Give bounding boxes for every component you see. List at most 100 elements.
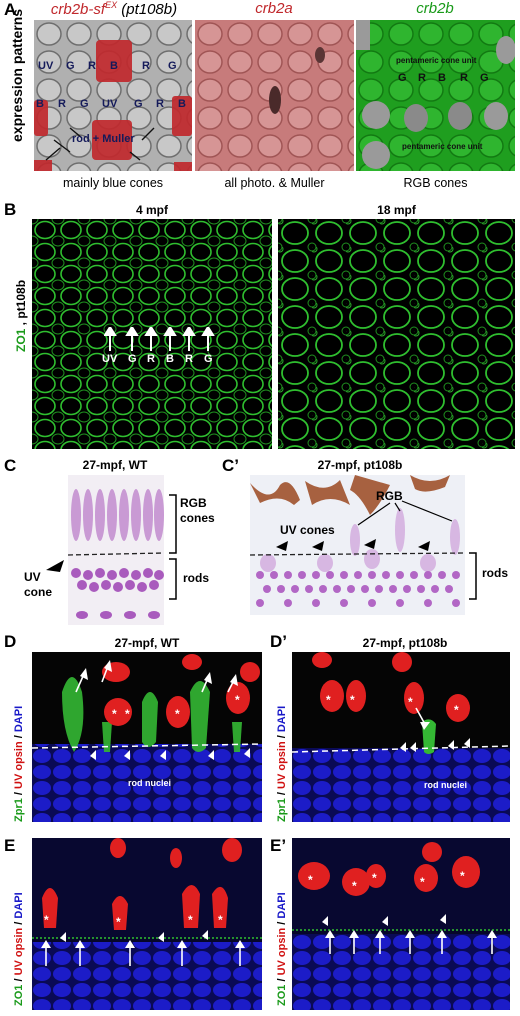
svg-text:*: * — [235, 693, 240, 707]
panel-a1-image: UV G R B R G B R G UV G R B rod + Muller — [34, 20, 192, 171]
panel-a3-cells — [356, 20, 515, 171]
svg-text:*: * — [116, 915, 121, 929]
panel-c-title: 27-mpf, WT — [82, 458, 148, 472]
svg-text:*: * — [420, 875, 425, 889]
panel-letter-d2: D’ — [270, 632, 287, 651]
d-rod-nuclei-label: rod nuclei — [128, 778, 172, 788]
panel-a2-caption: all photo. & Muller — [224, 176, 325, 190]
a1-label-r2: R — [142, 60, 150, 72]
a3-pentameric-top: pentameric cone unit — [396, 56, 477, 65]
panel-b-left-image: UV G R B R G — [32, 219, 272, 449]
panel-a2-title: crb2a — [255, 0, 293, 17]
panel-letter-c2: C’ — [222, 456, 239, 475]
svg-text:*: * — [125, 707, 130, 721]
row-b-side-label: ZO1 , pt108b — [14, 279, 28, 352]
panel-b-header-right: 18 mpf — [377, 203, 416, 217]
a1-label2-b: B — [36, 98, 44, 110]
a1-label-uv: UV — [38, 60, 54, 72]
a1-label2-g2: G — [134, 98, 143, 110]
panel-e-image: * * * * — [32, 838, 262, 1010]
svg-text:*: * — [460, 869, 465, 883]
panel-d2-image: * * * * rod nuclei — [292, 652, 510, 822]
c-rgb-cones-label: RGB cones — [180, 496, 215, 525]
b-arrow-label-r2: R — [185, 353, 193, 365]
c-rgb-bracket — [169, 494, 177, 554]
a1-label2-uv: UV — [102, 98, 118, 110]
panel-a3-caption: RGB cones — [403, 176, 468, 190]
a3-label-g: G — [398, 72, 407, 84]
c-uv-arrowhead-icon — [46, 560, 64, 572]
a1-label-r: R — [88, 60, 96, 72]
panel-c-image — [68, 475, 164, 625]
svg-text:*: * — [112, 707, 117, 721]
panel-c2-image: UV cones RGB — [250, 475, 465, 615]
c2-rods-label: rods — [482, 566, 509, 580]
a3-label-r2: R — [460, 72, 468, 84]
panel-e2-image: * * * * * — [292, 838, 510, 1010]
a1-rod-muller: rod + Muller — [72, 133, 135, 145]
row-d-side-label: Zpr1 / UV opsin / DAPI — [13, 705, 25, 822]
b-arrow-group: UV G R B R G — [102, 327, 234, 377]
svg-text:*: * — [350, 693, 355, 707]
panel-a1-cells — [34, 20, 192, 171]
svg-text:*: * — [218, 913, 223, 927]
c2-uv-cones-label: UV cones — [280, 523, 335, 537]
panel-d2-title: 27-mpf, pt108b — [362, 636, 448, 650]
panel-a2-cells — [195, 20, 354, 171]
a3-label-g2: G — [480, 72, 489, 84]
svg-text:*: * — [175, 707, 180, 721]
b-arrow-label-uv: UV — [102, 353, 118, 365]
svg-text:*: * — [408, 695, 413, 709]
panel-b-header-left: 4 mpf — [135, 203, 168, 217]
a1-label-g: G — [66, 60, 75, 72]
row-a-side-label: expression patterns — [9, 8, 25, 142]
svg-text:*: * — [454, 703, 459, 717]
panel-a1-caption: mainly blue cones — [62, 176, 164, 190]
a3-label-b: B — [438, 72, 446, 84]
b-arrow-label-b: B — [166, 353, 174, 365]
b-arrow-label-g: G — [128, 353, 137, 365]
a3-pentameric-bottom: pentameric cone unit — [402, 142, 483, 151]
svg-text:*: * — [372, 871, 377, 885]
b-arrows-icon — [104, 327, 215, 351]
panel-e-fluorescence: * * * * — [32, 838, 262, 1010]
a1-label2-b2: B — [178, 98, 186, 110]
row-d2-side-label: Zpr1 / UV opsin / DAPI — [276, 705, 288, 822]
svg-text:*: * — [188, 913, 193, 927]
panel-letter-e: E — [4, 836, 16, 855]
panel-letter-a: A — [4, 0, 17, 19]
c-uv-cone-label: UV cone — [24, 570, 53, 599]
panel-letter-d: D — [4, 632, 17, 651]
panel-c-histology — [68, 489, 164, 619]
svg-text:*: * — [352, 879, 357, 893]
row-e2-side-label: ZO1 / UV opsin / DAPI — [276, 892, 288, 1006]
c-rods-bracket — [169, 558, 177, 600]
panel-letter-c: C — [4, 456, 17, 475]
svg-text:*: * — [326, 693, 331, 707]
a3-label-r: R — [418, 72, 426, 84]
c-rods-label: rods — [183, 571, 210, 585]
c2-rods-bracket — [469, 552, 477, 600]
b-arrow-label-g2: G — [204, 353, 213, 365]
panel-a2-image — [195, 20, 354, 171]
b-arrow-label-r: R — [147, 353, 155, 365]
d2-rod-nuclei-label: rod nuclei — [424, 780, 468, 790]
panel-e2-fluorescence: * * * * * — [292, 838, 510, 1010]
panel-d2-fluorescence: * * * * — [292, 652, 510, 822]
panel-c2-title: 27-mpf, pt108b — [317, 458, 403, 472]
a1-label-g2: G — [168, 60, 177, 72]
panel-letter-e2: E’ — [270, 836, 287, 855]
panel-a1-title: crb2b-sfEX (pt108b) — [50, 0, 178, 18]
panel-a3-title: crb2b — [416, 0, 454, 17]
a1-label2-r2: R — [156, 98, 164, 110]
panel-d-fluorescence: * * * * — [32, 654, 262, 822]
panel-c2-histology — [250, 475, 465, 607]
svg-text:*: * — [308, 873, 313, 887]
panel-a3-image: pentameric cone unit G R B R G pentameri… — [356, 20, 515, 171]
panel-d-title: 27-mpf, WT — [114, 636, 180, 650]
c2-rgb-label: RGB — [376, 489, 403, 503]
a1-label2-g: G — [80, 98, 89, 110]
svg-text:*: * — [44, 913, 49, 927]
panel-b-right-network — [278, 219, 515, 449]
a1-label2-r: R — [58, 98, 66, 110]
